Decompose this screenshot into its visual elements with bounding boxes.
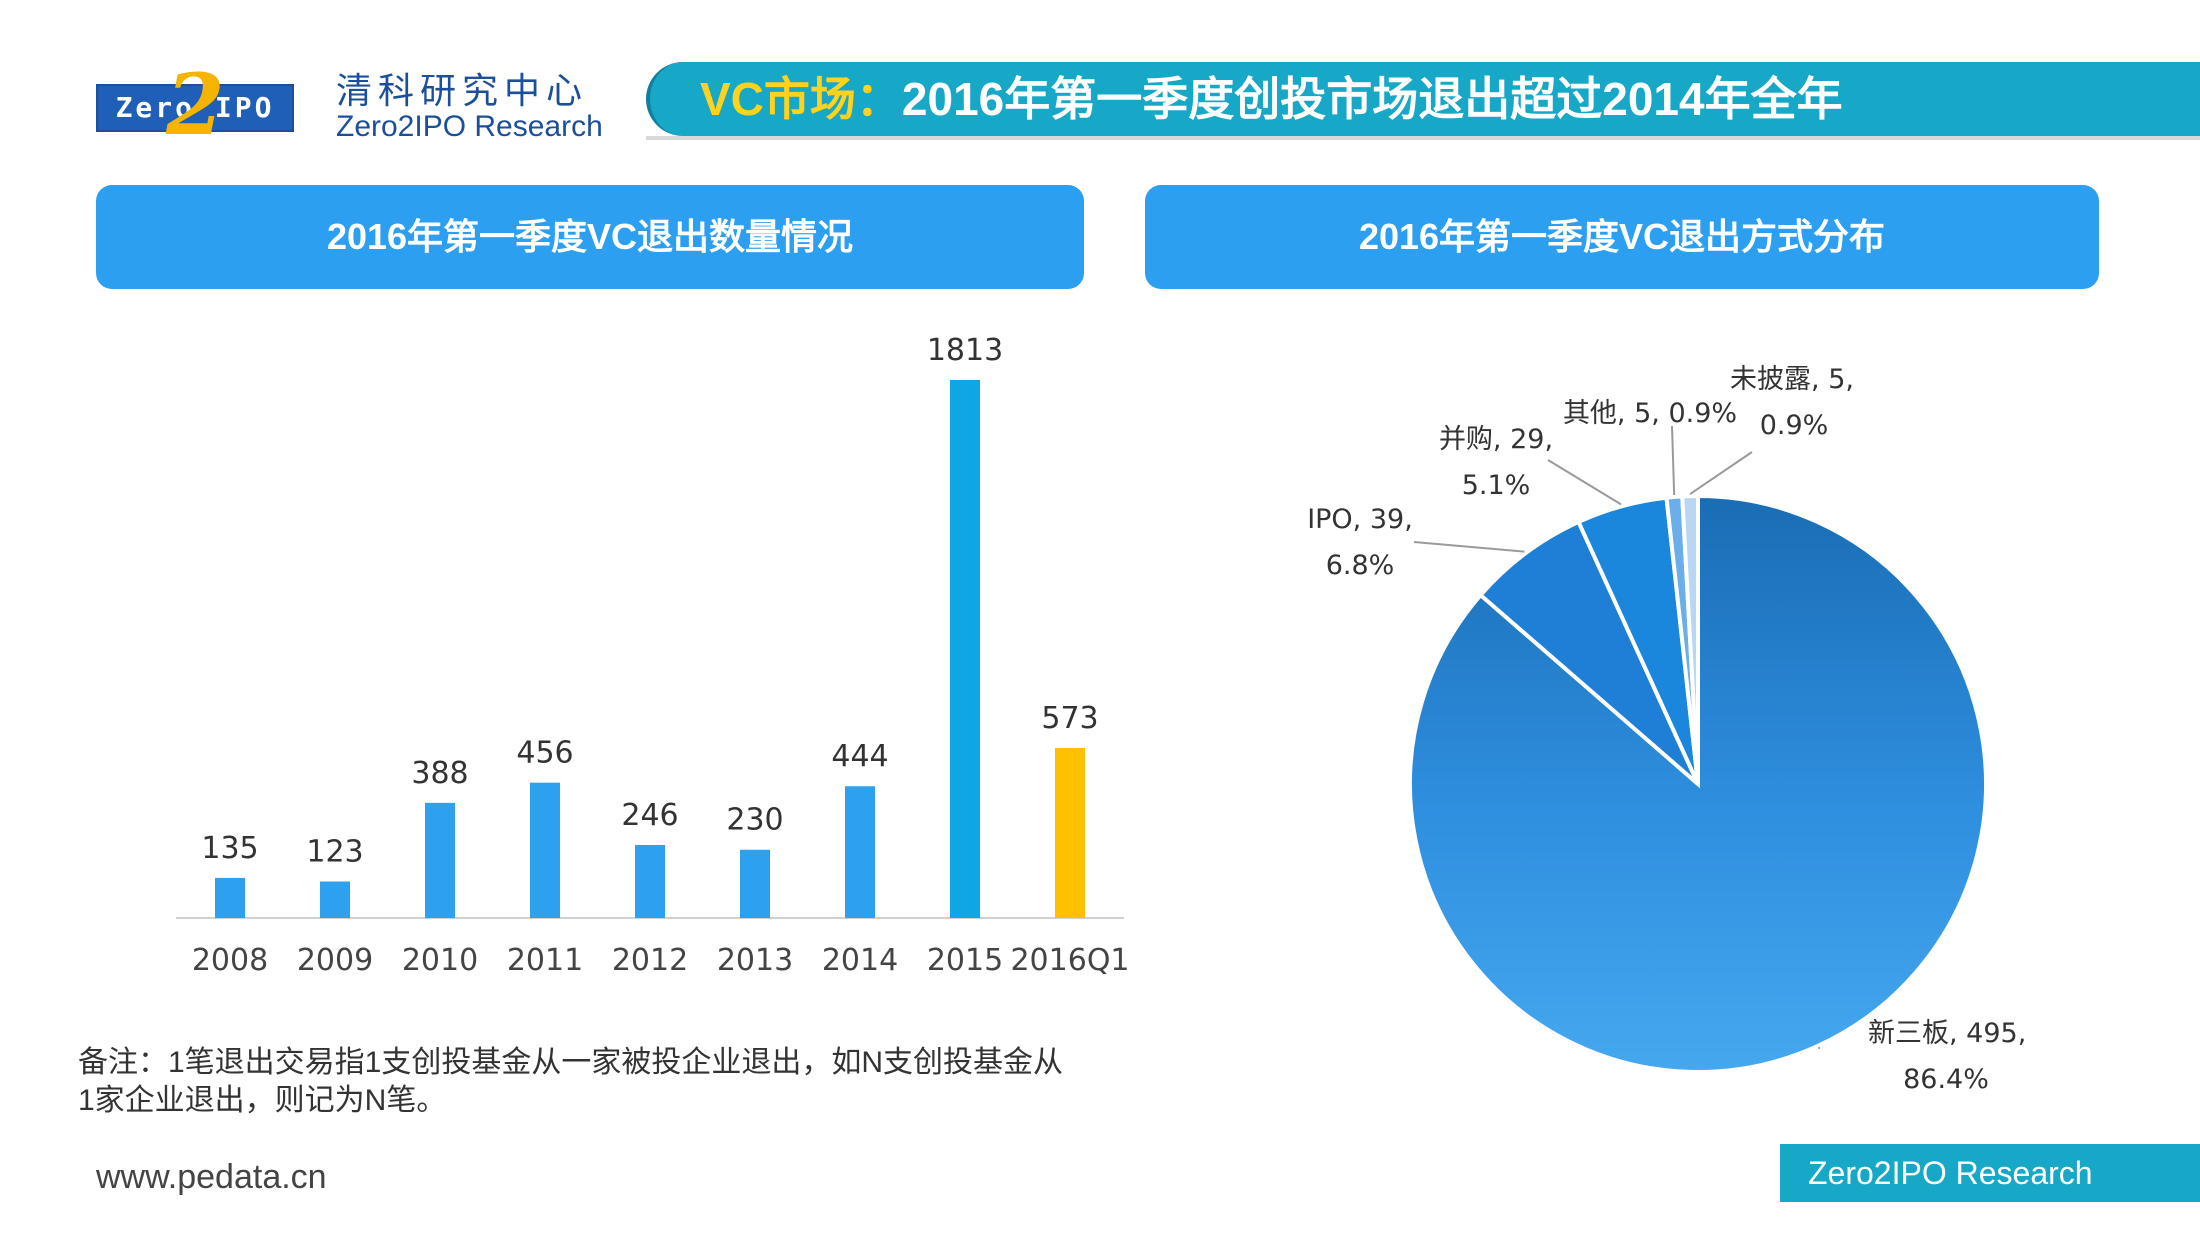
leader-line-并购 — [1547, 459, 1622, 506]
bar-value-label: 123 — [306, 835, 363, 870]
bar-value-label: 388 — [411, 756, 468, 791]
x-tick-label: 2011 — [507, 943, 583, 978]
bar-2010 — [425, 802, 455, 918]
footer-brand-bar — [1780, 1144, 2200, 1202]
x-tick-label: 2009 — [297, 943, 373, 978]
footnote: 备注：1笔退出交易指1支创投基金从一家被投企业退出，如N支创投基金从 1家企业退… — [78, 1044, 1118, 1120]
title-underline — [646, 136, 2200, 140]
pie-label-新三板: 新三板, 495, — [1868, 1018, 2026, 1049]
bar-value-label: 135 — [201, 831, 258, 866]
bar-chart-header: 2016年第一季度VC退出数量情况 — [96, 185, 1084, 289]
bar-value-label: 246 — [621, 798, 678, 833]
title-banner — [646, 62, 2200, 136]
pie-label-其他: 其他, 5, 0.9% — [1563, 398, 1737, 429]
bar-2011 — [530, 782, 560, 918]
pie-label-并购: 并购, 29, — [1439, 424, 1553, 455]
x-tick-label: 2013 — [717, 943, 793, 978]
bar-value-label: 573 — [1041, 701, 1098, 736]
bar-2012 — [635, 845, 665, 918]
brand-english-name: Zero2IPO Research — [336, 110, 603, 143]
pie-label-未披露: 未披露, 5, — [1730, 364, 1854, 395]
website-link[interactable]: www.pedata.cn — [96, 1158, 327, 1196]
bar-value-label: 1813 — [927, 333, 1003, 368]
pie-percent-未披露: 0.9% — [1760, 410, 1829, 441]
bar-2008 — [215, 877, 245, 918]
logo: Zero IPO — [96, 84, 294, 132]
pie-slice-未披露 — [1680, 493, 1700, 785]
bar-value-label: 456 — [516, 736, 573, 771]
bar-value-label: 230 — [726, 803, 783, 838]
page-title: VC市场：2016年第一季度创投市场退出超过2014年全年 — [700, 62, 1843, 136]
footnote-line-1: 备注：1笔退出交易指1支创投基金从一家被投企业退出，如N支创投基金从 — [78, 1046, 1064, 1079]
leader-line-IPO — [1413, 541, 1525, 553]
logo-two-glyph: 2 — [166, 55, 225, 154]
x-tick-label: 2008 — [192, 943, 268, 978]
bar-2013 — [740, 849, 770, 918]
bar-2016Q1 — [1055, 747, 1085, 918]
brand-chinese-name: 清科研究中心 — [336, 71, 589, 112]
bar-2014 — [845, 786, 875, 918]
pie-label-IPO: IPO, 39, — [1307, 504, 1413, 535]
x-tick-label: 2016Q1 — [1010, 943, 1129, 978]
footer-brand-text: Zero2IPO Research — [1808, 1155, 2093, 1191]
page-title-highlight: VC市场： — [700, 73, 902, 125]
pie-percent-新三板: 86.4% — [1903, 1064, 1989, 1095]
pie-chart-header: 2016年第一季度VC退出方式分布 — [1145, 185, 2099, 289]
pie-percent-并购: 5.1% — [1462, 470, 1531, 501]
x-tick-label: 2014 — [822, 943, 898, 978]
leader-line-未披露 — [1689, 451, 1753, 495]
logo-text: Zero IPO — [115, 91, 275, 124]
pie-percent-IPO: 6.8% — [1326, 550, 1395, 581]
x-tick-label: 2010 — [402, 943, 478, 978]
leader-line-其他 — [1671, 425, 1676, 496]
bar-2009 — [320, 881, 350, 918]
x-tick-label: 2012 — [612, 943, 688, 978]
pie-slice-IPO — [1477, 519, 1700, 786]
footnote-line-2: 1家企业退出，则记为N笔。 — [78, 1084, 447, 1117]
bar-value-label: 444 — [831, 739, 888, 774]
x-tick-label: 2015 — [927, 943, 1003, 978]
page-title-rest: 2016年第一季度创投市场退出超过2014年全年 — [901, 73, 1843, 125]
bar-2015 — [950, 380, 980, 918]
